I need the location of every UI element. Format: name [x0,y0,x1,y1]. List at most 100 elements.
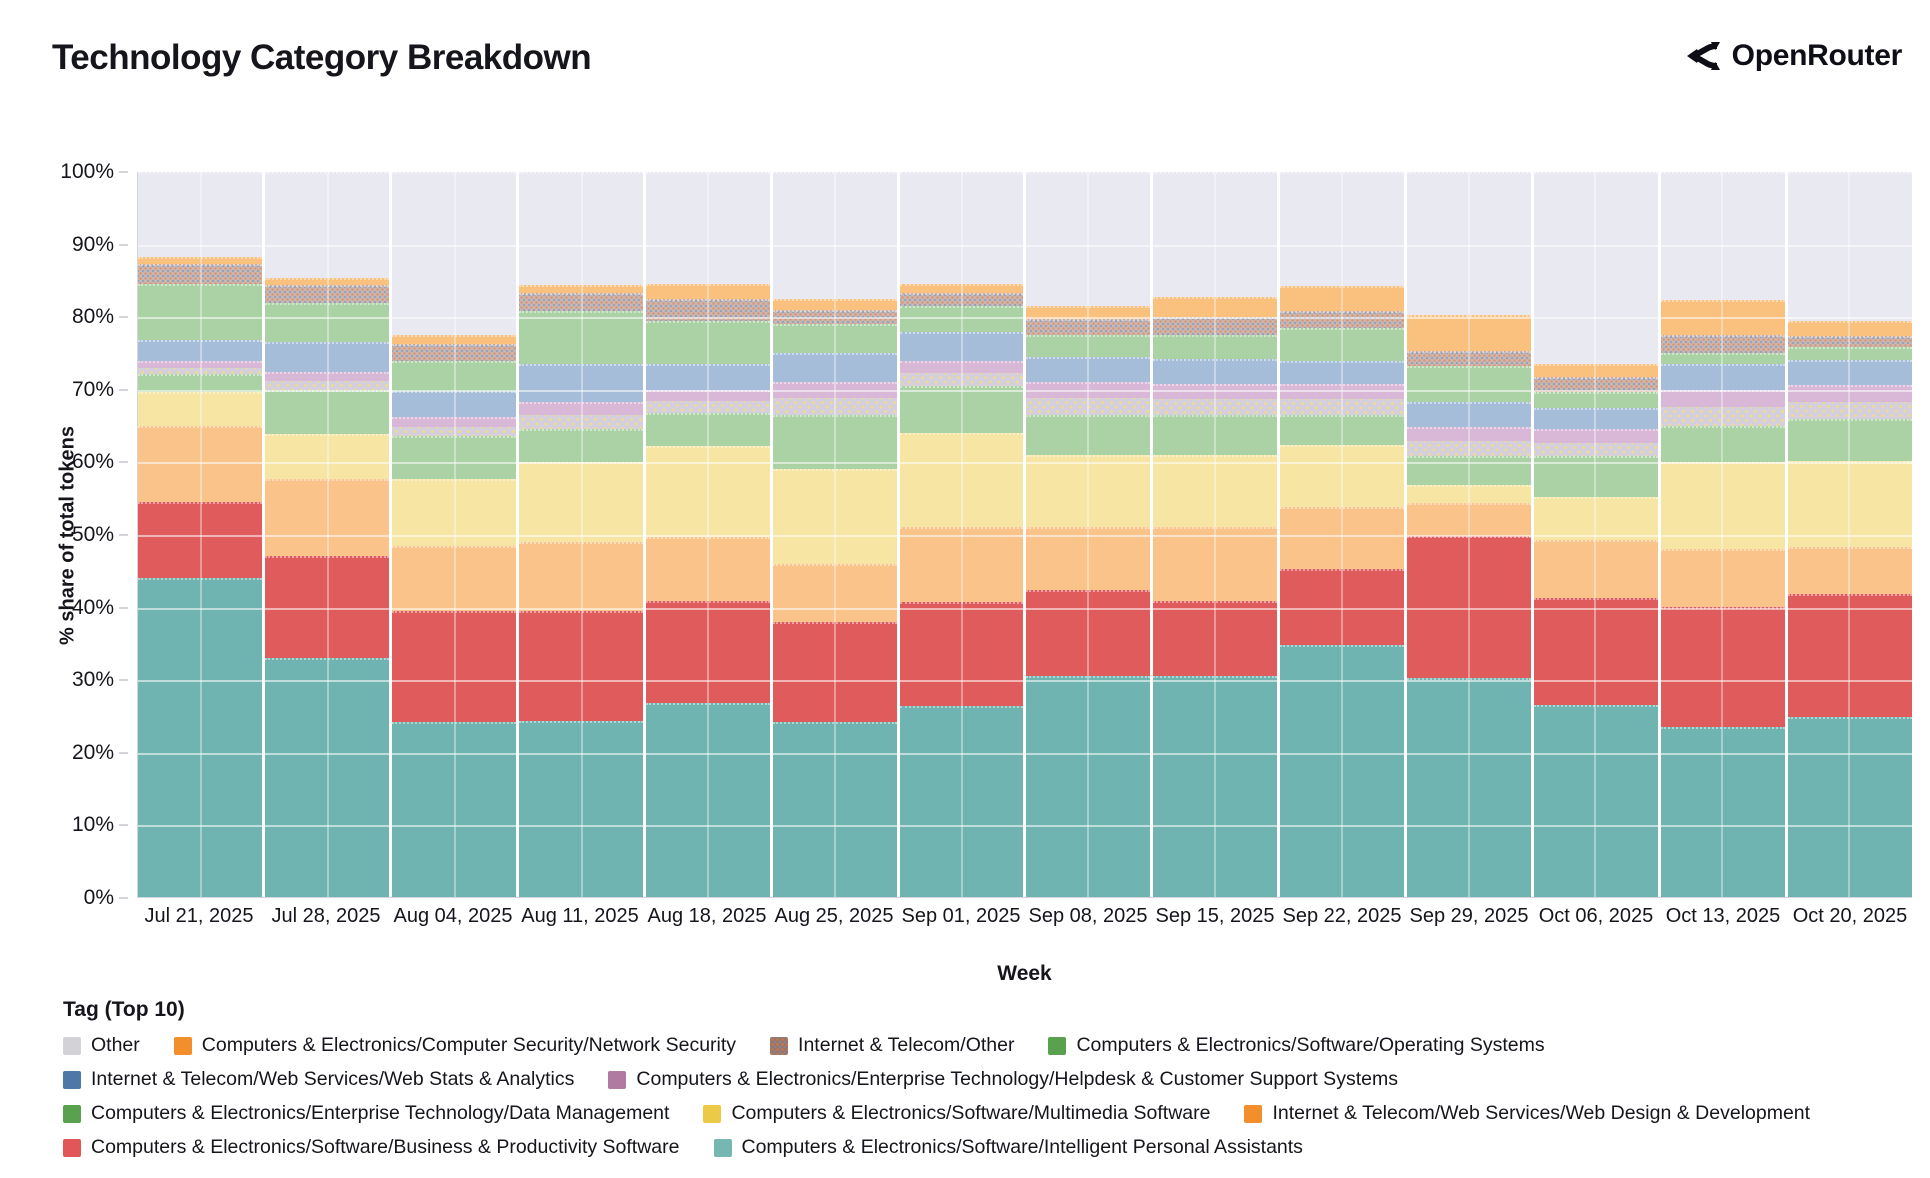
segment-webdesign[interactable] [1534,540,1659,598]
legend-item-multimedia[interactable]: Computers & Electronics/Software/Multime… [703,1102,1210,1125]
segment-multimedia[interactable] [138,391,262,426]
segment-webdesign[interactable] [391,546,516,612]
legend-item-webdesign[interactable]: Internet & Telecom/Web Services/Web Desi… [1244,1102,1810,1125]
segment-busprod[interactable] [1280,569,1405,645]
segment-helpdesk[interactable] [264,372,389,390]
segment-ipa[interactable] [899,706,1024,897]
bar-aug-25-2025[interactable] [772,172,897,897]
segment-ipa[interactable] [1026,675,1151,897]
segment-helpdesk[interactable] [391,417,516,436]
segment-multimedia[interactable] [1026,454,1151,528]
segment-busprod[interactable] [1787,593,1912,718]
segment-webdesign[interactable] [1661,549,1785,607]
segment-ipa[interactable] [518,720,643,897]
segment-busprod[interactable] [391,611,516,722]
segment-os[interactable] [518,311,643,365]
segment-busprod[interactable] [1661,607,1785,727]
bar-aug-11-2025[interactable] [518,172,643,897]
segment-helpdesk[interactable] [138,361,262,375]
segment-helpdesk[interactable] [1661,389,1785,426]
bar-aug-18-2025[interactable] [645,172,770,897]
legend-item-other[interactable]: Other [63,1034,140,1057]
bar-oct-06-2025[interactable] [1534,172,1659,897]
segment-webdesign[interactable] [1153,527,1278,602]
segment-ipa[interactable] [1280,644,1405,897]
segment-datamgmt[interactable] [645,412,770,447]
segment-webstats[interactable] [645,364,770,390]
segment-datamgmt[interactable] [1787,419,1912,461]
segment-multimedia[interactable] [1407,485,1532,504]
segment-itother[interactable] [1407,351,1532,366]
segment-busprod[interactable] [1153,601,1278,676]
segment-webstats[interactable] [1661,364,1785,390]
segment-multimedia[interactable] [391,479,516,547]
segment-itother[interactable] [1787,335,1912,347]
segment-webdesign[interactable] [772,563,897,622]
segment-ipa[interactable] [1153,675,1278,897]
segment-netsec[interactable] [1787,320,1912,336]
segment-webstats[interactable] [391,391,516,418]
segment-busprod[interactable] [645,601,770,703]
segment-datamgmt[interactable] [1407,456,1532,486]
segment-itother[interactable] [1026,319,1151,336]
segment-itother[interactable] [1280,311,1405,328]
legend-item-datamgmt[interactable]: Computers & Electronics/Enterprise Techn… [63,1102,669,1125]
legend-item-itother[interactable]: Internet & Telecom/Other [770,1034,1014,1057]
segment-webdesign[interactable] [138,425,262,502]
segment-webstats[interactable] [1280,360,1405,384]
bar-oct-20-2025[interactable] [1787,172,1912,897]
segment-netsec[interactable] [899,284,1024,294]
segment-other[interactable] [1153,172,1278,297]
segment-other[interactable] [1026,172,1151,307]
segment-ipa[interactable] [1787,717,1912,897]
segment-multimedia[interactable] [1280,445,1405,507]
segment-netsec[interactable] [1407,314,1532,352]
bar-sep-08-2025[interactable] [1026,172,1151,897]
bar-aug-04-2025[interactable] [391,172,516,897]
segment-other[interactable] [772,172,897,299]
segment-busprod[interactable] [518,610,643,721]
segment-os[interactable] [1787,346,1912,360]
segment-helpdesk[interactable] [1787,385,1912,420]
segment-ipa[interactable] [138,578,262,897]
segment-os[interactable] [391,361,516,391]
segment-ipa[interactable] [645,702,770,897]
segment-multimedia[interactable] [772,469,897,564]
segment-netsec[interactable] [1280,285,1405,312]
segment-datamgmt[interactable] [264,389,389,435]
segment-itother[interactable] [899,293,1024,307]
segment-datamgmt[interactable] [899,385,1024,434]
segment-ipa[interactable] [772,721,897,897]
segment-datamgmt[interactable] [1534,456,1659,497]
segment-helpdesk[interactable] [1534,429,1659,457]
segment-os[interactable] [645,320,770,365]
segment-os[interactable] [1407,365,1532,402]
segment-os[interactable] [1280,327,1405,361]
segment-other[interactable] [645,172,770,285]
segment-webstats[interactable] [899,331,1024,361]
segment-busprod[interactable] [772,621,897,722]
segment-ipa[interactable] [1661,726,1785,897]
segment-datamgmt[interactable] [518,429,643,463]
segment-helpdesk[interactable] [1153,383,1278,415]
bar-sep-15-2025[interactable] [1153,172,1278,897]
segment-os[interactable] [264,303,389,342]
segment-netsec[interactable] [645,284,770,299]
segment-datamgmt[interactable] [138,374,262,392]
segment-multimedia[interactable] [1661,462,1785,549]
segment-busprod[interactable] [1026,590,1151,676]
segment-other[interactable] [138,172,262,257]
segment-multimedia[interactable] [645,446,770,537]
segment-webdesign[interactable] [1280,506,1405,570]
segment-datamgmt[interactable] [1153,414,1278,455]
legend-item-busprod[interactable]: Computers & Electronics/Software/Busines… [63,1136,680,1159]
segment-other[interactable] [1280,172,1405,286]
segment-other[interactable] [518,172,643,286]
segment-webdesign[interactable] [518,541,643,611]
segment-webstats[interactable] [138,339,262,362]
legend-item-netsec[interactable]: Computers & Electronics/Computer Securit… [173,1034,736,1057]
segment-netsec[interactable] [1661,300,1785,336]
segment-helpdesk[interactable] [772,382,897,415]
legend-item-os[interactable]: Computers & Electronics/Software/Operati… [1048,1034,1545,1057]
segment-itother[interactable] [1153,317,1278,336]
